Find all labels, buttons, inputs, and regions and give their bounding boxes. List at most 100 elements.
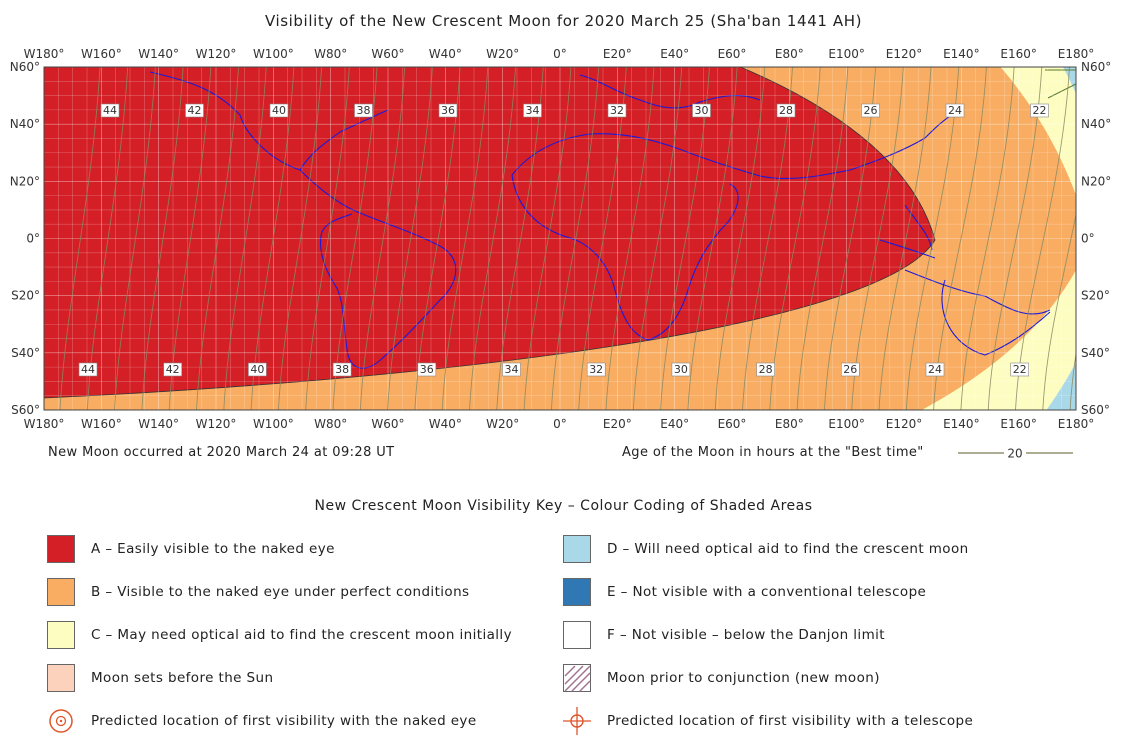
svg-text:42: 42 (188, 104, 202, 117)
svg-text:32: 32 (589, 363, 603, 376)
naked-eye-symbol-icon (47, 707, 75, 735)
lat-label: N40° (10, 117, 40, 131)
lon-label: E100° (828, 47, 865, 61)
lat-label: N60° (1081, 60, 1111, 74)
lat-label: S60° (1081, 403, 1110, 417)
map-area: 44 42 40 38 36 34 32 30 28 26 24 22 44 42 40 38 36 34 32 30… (44, 0, 1127, 440)
lat-label: S40° (1081, 346, 1110, 360)
telescope-symbol-icon (563, 707, 591, 735)
lon-label: E120° (886, 417, 923, 431)
hatch-swatch-icon (563, 664, 591, 692)
longitude-labels-bottom: W180° W160° W140° W120° W100° W80° W60° W40° W20… (24, 417, 1095, 431)
lon-label: E20° (603, 47, 632, 61)
lon-label: W100° (253, 417, 294, 431)
svg-text:32: 32 (610, 104, 624, 117)
lon-label: W180° (24, 47, 65, 61)
svg-text:30: 30 (695, 104, 709, 117)
key-item-a: A – Easily visible to the naked eye (47, 534, 335, 564)
age-label-top-44: 44 (101, 104, 119, 117)
age-label-top-38: 38 (355, 104, 373, 117)
lon-label: W60° (371, 47, 404, 61)
key-label-naked-eye: Predicted location of first visibility w… (91, 713, 477, 729)
lon-label: W140° (138, 417, 179, 431)
swatch-f (563, 621, 591, 649)
lon-label: W40° (429, 47, 462, 61)
key-label-b: B – Visible to the naked eye under perfe… (91, 584, 469, 600)
swatch-d (563, 535, 591, 563)
age-label-bottom-24: 24 (926, 363, 944, 376)
swatch-c (47, 621, 75, 649)
age-sample-label: 20 (1007, 447, 1022, 461)
age-label-bottom-44: 44 (79, 363, 97, 376)
age-line-sample: 20 (958, 445, 1073, 461)
lon-label: W120° (196, 47, 237, 61)
lat-label: N40° (1081, 117, 1111, 131)
lon-label: W80° (314, 47, 347, 61)
age-label-bottom-26: 26 (841, 363, 859, 376)
age-label-bottom-34: 34 (503, 363, 521, 376)
key-label-prior: Moon prior to conjunction (new moon) (607, 670, 880, 686)
latitude-labels-right: N60°N40°N20°0°S20°S40°S60° (1081, 60, 1111, 417)
lon-label: E140° (943, 47, 980, 61)
age-label-top-32: 32 (608, 104, 626, 117)
age-label-bottom-36: 36 (418, 363, 436, 376)
lon-label: W40° (429, 417, 462, 431)
svg-text:26: 26 (843, 363, 857, 376)
svg-text:30: 30 (674, 363, 688, 376)
lon-label: E60° (718, 47, 747, 61)
lon-label: E160° (1000, 417, 1037, 431)
svg-text:40: 40 (272, 104, 286, 117)
svg-text:42: 42 (166, 363, 180, 376)
key-item-prior: Moon prior to conjunction (new moon) (563, 663, 880, 693)
lat-label: S60° (11, 403, 40, 417)
age-label-top-40: 40 (270, 104, 288, 117)
key-item-f: F – Not visible – below the Danjon limit (563, 620, 885, 650)
svg-text:24: 24 (928, 363, 942, 376)
age-label-bottom-28: 28 (757, 363, 775, 376)
age-label-top-36: 36 (439, 104, 457, 117)
key-label-f: F – Not visible – below the Danjon limit (607, 627, 885, 643)
age-label-top-24: 24 (946, 104, 964, 117)
svg-text:40: 40 (250, 363, 264, 376)
lon-label: W60° (371, 417, 404, 431)
age-label-top-26: 26 (862, 104, 880, 117)
visibility-map: 44 42 40 38 36 34 32 30 28 26 24 22 44 42 40 38 36 34 32 30… (0, 0, 1127, 440)
lat-label: N20° (10, 174, 40, 188)
lon-label: E80° (775, 417, 804, 431)
svg-text:36: 36 (420, 363, 434, 376)
age-label-top-30: 30 (693, 104, 711, 117)
latitude-labels-left: N60° N40° N20° 0° S20° S40° S60° (10, 60, 40, 417)
lon-label: W20° (486, 47, 519, 61)
lon-label: W160° (81, 417, 122, 431)
key-label-d: D – Will need optical aid to find the cr… (607, 541, 969, 557)
key-label-e: E – Not visible with a conventional tele… (607, 584, 926, 600)
svg-text:22: 22 (1033, 104, 1047, 117)
swatch-a (47, 535, 75, 563)
svg-text:28: 28 (779, 104, 793, 117)
key-item-naked-eye: Predicted location of first visibility w… (47, 706, 477, 736)
lon-label: E20° (603, 417, 632, 431)
lon-label: E80° (775, 47, 804, 61)
lon-label: W20° (486, 417, 519, 431)
age-label-top-34: 34 (524, 104, 542, 117)
lon-label: E180° (1058, 417, 1095, 431)
lon-label: W160° (81, 47, 122, 61)
key-label-telescope: Predicted location of first visibility w… (607, 713, 973, 729)
svg-text:34: 34 (526, 104, 540, 117)
key-item-d: D – Will need optical aid to find the cr… (563, 534, 969, 564)
age-label-bottom-40: 40 (248, 363, 266, 376)
svg-text:44: 44 (103, 104, 117, 117)
swatch-e (563, 578, 591, 606)
svg-text:26: 26 (864, 104, 878, 117)
lon-label: 0° (553, 417, 567, 431)
key-item-e: E – Not visible with a conventional tele… (563, 577, 926, 607)
lon-label: 0° (553, 47, 567, 61)
age-label-bottom-22: 22 (1011, 363, 1029, 376)
key-item-b: B – Visible to the naked eye under perfe… (47, 577, 469, 607)
lat-label: N60° (10, 60, 40, 74)
swatch-b (47, 578, 75, 606)
age-label-top-28: 28 (777, 104, 795, 117)
svg-text:44: 44 (81, 363, 95, 376)
lat-label: 0° (26, 232, 40, 246)
svg-text:36: 36 (441, 104, 455, 117)
